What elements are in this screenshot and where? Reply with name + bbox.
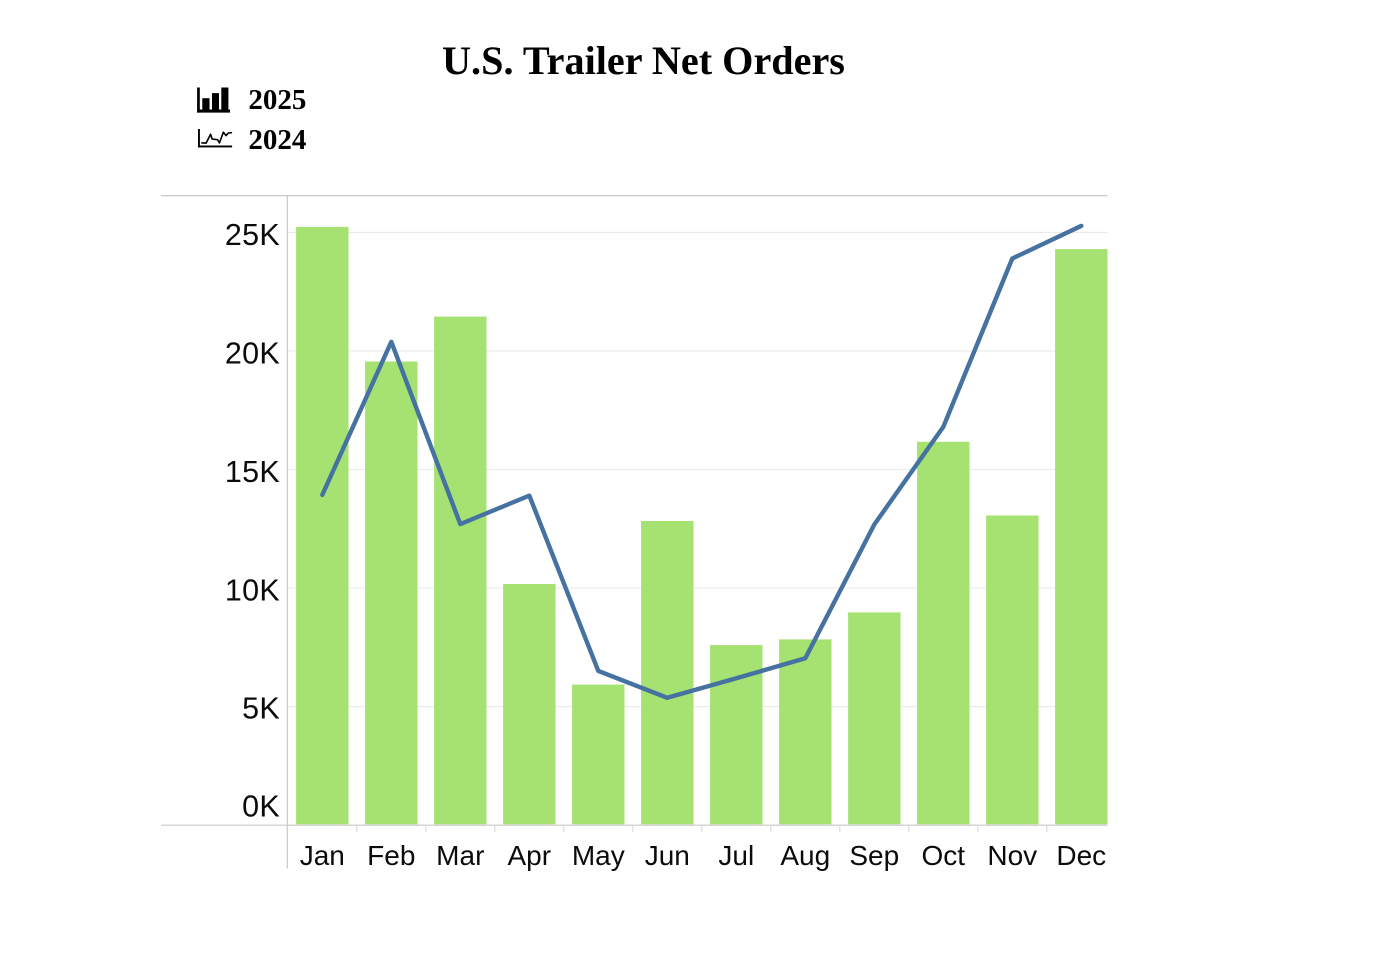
svg-text:2024: 2024 — [248, 124, 306, 156]
svg-text:Aug: Aug — [780, 840, 830, 871]
svg-text:20K: 20K — [225, 337, 280, 371]
svg-text:Sep: Sep — [849, 840, 899, 871]
svg-text:10K: 10K — [225, 574, 280, 608]
svg-text:2025: 2025 — [248, 84, 306, 116]
svg-text:5K: 5K — [242, 691, 280, 725]
svg-text:Apr: Apr — [508, 840, 552, 871]
svg-text:Mar: Mar — [436, 840, 484, 871]
svg-text:Oct: Oct — [922, 840, 966, 871]
svg-text:Jan: Jan — [300, 840, 345, 871]
svg-text:Jun: Jun — [645, 840, 690, 871]
svg-text:Feb: Feb — [367, 840, 415, 871]
svg-text:May: May — [572, 840, 625, 871]
svg-text:Dec: Dec — [1056, 840, 1106, 871]
svg-text:Jul: Jul — [718, 840, 754, 871]
svg-text:U.S. Trailer Net Orders: U.S. Trailer Net Orders — [442, 38, 845, 83]
svg-text:25K: 25K — [225, 218, 280, 252]
svg-text:Nov: Nov — [987, 840, 1037, 871]
svg-text:15K: 15K — [225, 455, 280, 489]
svg-text:0K: 0K — [242, 790, 280, 824]
